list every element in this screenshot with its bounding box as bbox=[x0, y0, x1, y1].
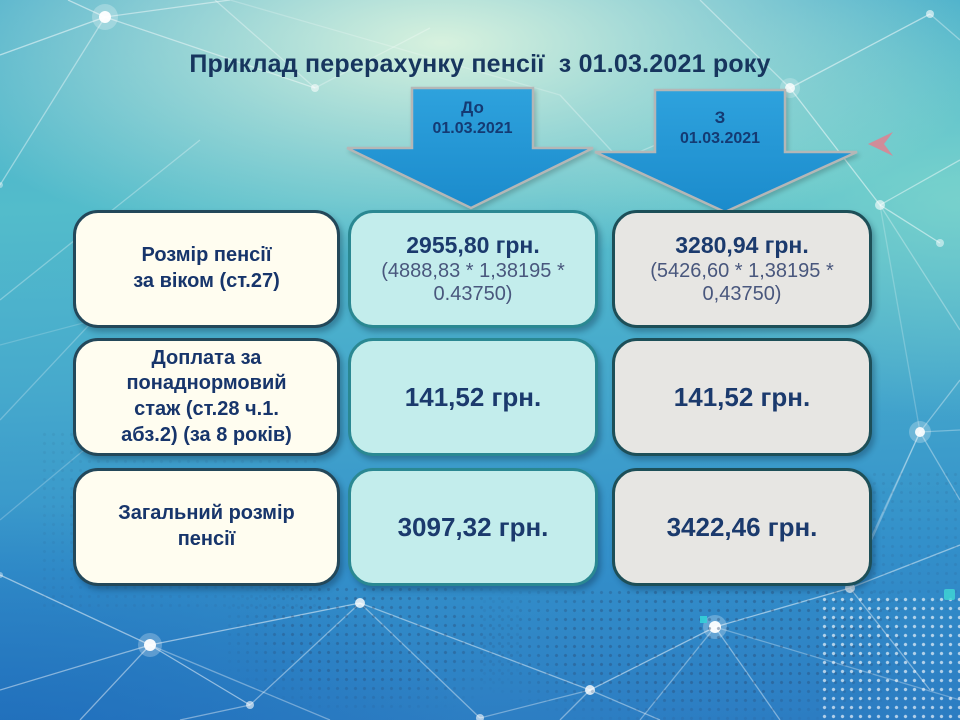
cyan-square-accent bbox=[944, 589, 955, 600]
arrow-before-label: До 01.03.2021 bbox=[412, 97, 533, 140]
row-label: Загальний розмір пенсії bbox=[118, 502, 295, 550]
row-label-cell: Загальний розмір пенсії bbox=[73, 468, 340, 586]
arrow-after-date: 01.03.2021 bbox=[679, 130, 761, 148]
arrow-after-label: З 01.03.2021 bbox=[655, 107, 785, 150]
halftone-dots-map bbox=[225, 585, 525, 710]
cyan-square-accent bbox=[700, 616, 707, 623]
arrow-before-date: 01.03.2021 bbox=[432, 120, 513, 138]
after-value: 141,52 грн. bbox=[673, 381, 811, 412]
table-row-total-pension: Загальний розмір пенсії 3097,32 грн. 342… bbox=[73, 468, 872, 586]
before-value: 2955,80 грн. bbox=[406, 232, 540, 259]
arrow-after-word: З bbox=[714, 108, 726, 127]
before-formula: (4888,83 * 1,38195 * 0.43750) bbox=[381, 259, 565, 306]
after-value: 3422,46 грн. bbox=[666, 511, 818, 542]
halftone-dots-map bbox=[870, 470, 960, 610]
halftone-dots-map-light bbox=[820, 595, 960, 720]
arrow-before-word: До bbox=[461, 98, 484, 117]
down-arrow-before-shape bbox=[346, 86, 594, 210]
after-value: 3280,94 грн. bbox=[675, 232, 809, 259]
before-value-cell: 141,52 грн. bbox=[348, 338, 598, 456]
slide-title: Приклад перерахунку пенсії з 01.03.2021 … bbox=[189, 50, 771, 78]
after-value-cell: 3280,94 грн. (5426,60 * 1,38195 * 0,4375… bbox=[612, 210, 872, 328]
before-value-cell: 3097,32 грн. bbox=[348, 468, 598, 586]
after-formula: (5426,60 * 1,38195 * 0,43750) bbox=[650, 259, 834, 306]
row-label: Доплата за понаднормовий стаж (ст.28 ч.1… bbox=[121, 346, 292, 446]
row-label-cell: Доплата за понаднормовий стаж (ст.28 ч.1… bbox=[73, 338, 340, 456]
down-arrow-after-shape bbox=[594, 88, 858, 214]
after-value-cell: 141,52 грн. bbox=[612, 338, 872, 456]
comparison-table: Розмір пенсії за віком (ст.27) 2955,80 г… bbox=[73, 210, 872, 596]
table-row-pension-size: Розмір пенсії за віком (ст.27) 2955,80 г… bbox=[73, 210, 872, 328]
before-value: 3097,32 грн. bbox=[397, 511, 549, 542]
before-value: 141,52 грн. bbox=[404, 381, 542, 412]
after-value-cell: 3422,46 грн. bbox=[612, 468, 872, 586]
row-label: Розмір пенсії за віком (ст.27) bbox=[133, 244, 280, 292]
coral-arrow-accent bbox=[868, 132, 893, 156]
before-value-cell: 2955,80 грн. (4888,83 * 1,38195 * 0.4375… bbox=[348, 210, 598, 328]
table-row-overtime-supplement: Доплата за понаднормовий стаж (ст.28 ч.1… bbox=[73, 338, 872, 456]
row-label-cell: Розмір пенсії за віком (ст.27) bbox=[73, 210, 340, 328]
